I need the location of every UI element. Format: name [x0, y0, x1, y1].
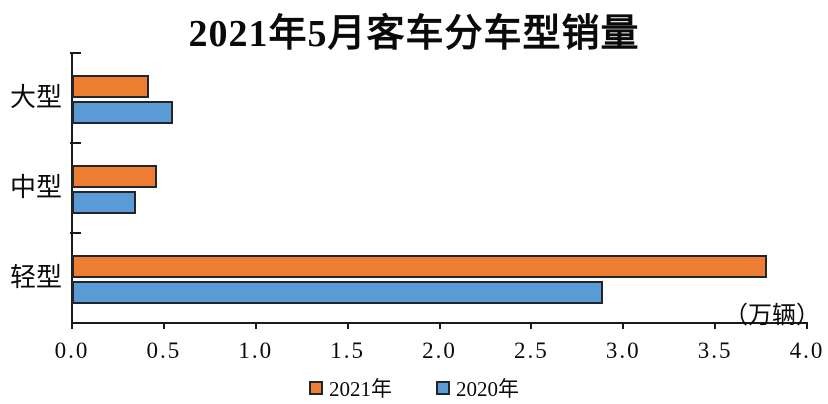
bar-2021年-中型	[72, 165, 157, 188]
axis-unit-label: （万辆）	[724, 303, 820, 329]
y-axis-tick	[70, 232, 81, 234]
bar-2020年-轻型	[72, 281, 603, 304]
y-axis-tick	[70, 142, 81, 144]
x-tick-label: 1.0	[238, 338, 274, 363]
legend-label: 2020年	[456, 377, 519, 401]
x-axis-tick	[71, 323, 73, 329]
x-axis-tick	[806, 323, 808, 329]
category-label: 大型	[9, 83, 62, 112]
category-label: 中型	[9, 173, 62, 202]
bar-2020年-大型	[72, 101, 173, 124]
bar-2021年-大型	[72, 75, 149, 98]
x-tick-label: 3.5	[697, 338, 733, 363]
x-tick-label: 2.5	[514, 338, 549, 363]
x-axis-tick	[714, 323, 717, 329]
x-tick-label: 2.0	[422, 338, 457, 363]
legend-swatch-icon	[436, 381, 450, 395]
x-axis-tick	[346, 323, 349, 329]
x-axis-tick	[438, 323, 441, 329]
y-axis-tick	[70, 52, 81, 54]
legend-label: 2021年	[329, 377, 392, 401]
x-tick-label: 0.5	[146, 338, 182, 363]
legend: 2021年 2020年	[0, 373, 828, 403]
x-axis-tick	[530, 323, 533, 329]
bar-2020年-中型	[72, 191, 136, 214]
x-tick-label: 4.0	[789, 338, 825, 363]
legend-item-2021年: 2021年	[309, 373, 392, 403]
x-axis-tick	[622, 323, 625, 329]
category-label: 轻型	[9, 263, 62, 292]
legend-item-2020年: 2020年	[436, 373, 519, 403]
y-axis-line	[71, 53, 73, 323]
x-axis-tick	[254, 323, 257, 329]
x-tick-label: 0.0	[54, 338, 90, 363]
x-axis-tick	[162, 323, 165, 329]
x-tick-label: 1.5	[330, 338, 365, 363]
chart-title: 2021年5月客车分车型销量	[188, 13, 640, 55]
bar-2021年-轻型	[72, 255, 767, 278]
x-tick-label: 3.0	[605, 338, 641, 363]
legend-swatch-icon	[309, 381, 323, 395]
